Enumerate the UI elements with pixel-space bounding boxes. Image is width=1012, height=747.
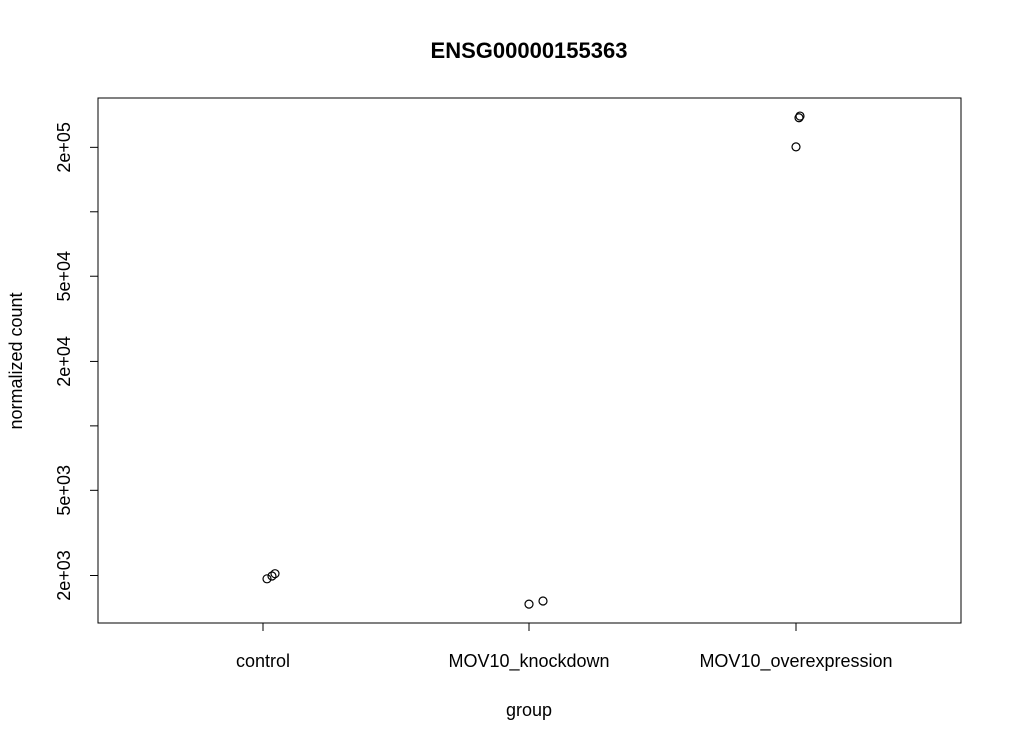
- x-tick-label: MOV10_knockdown: [448, 651, 609, 672]
- data-point: [791, 142, 801, 152]
- data-point: [524, 599, 534, 609]
- y-tick-label: 2e+03: [54, 550, 74, 601]
- data-point: [267, 571, 277, 581]
- data-point: [538, 596, 548, 606]
- chart-title: ENSG00000155363: [431, 38, 628, 63]
- y-tick-label: 2e+05: [54, 122, 74, 173]
- data-point: [794, 113, 804, 123]
- x-axis: control MOV10_knockdown MOV10_overexpressi…: [236, 623, 893, 672]
- y-tick-label: 5e+04: [54, 251, 74, 302]
- y-axis: 2e+03 5e+03 2e+04 5e+04 2e+05: [54, 122, 98, 601]
- x-tick-label: MOV10_overexpression: [699, 651, 892, 672]
- x-tick-label: control: [236, 651, 290, 671]
- plot-frame: [97, 97, 962, 624]
- y-axis-label: normalized count: [6, 292, 26, 429]
- data-points: [262, 111, 805, 609]
- y-tick-label: 5e+03: [54, 465, 74, 516]
- x-axis-label: group: [506, 700, 552, 720]
- data-point: [262, 574, 272, 584]
- data-point: [795, 111, 805, 121]
- y-tick-label: 2e+04: [54, 336, 74, 387]
- data-point: [270, 569, 280, 579]
